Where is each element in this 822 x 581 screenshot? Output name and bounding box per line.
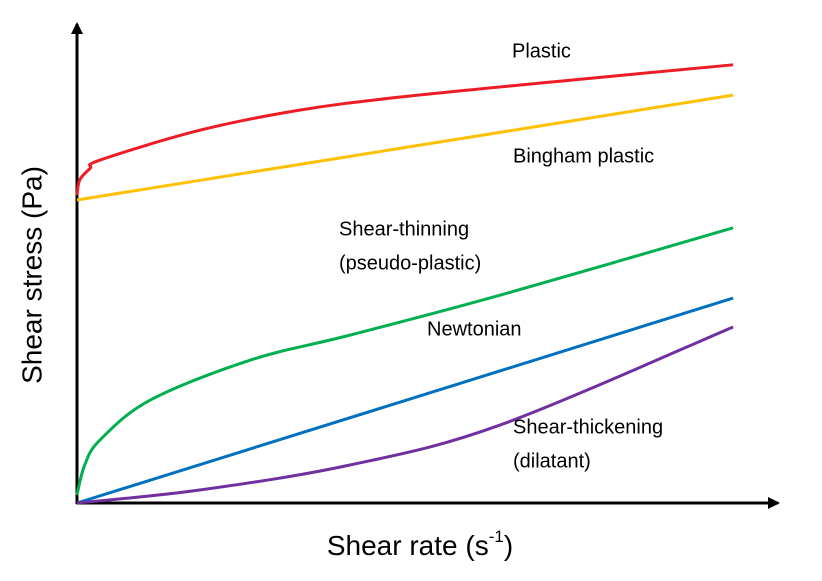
series-line [76, 93, 734, 202]
x-axis-title-end: ) [504, 530, 513, 561]
x-axis-title: Shear rate (s-1) [327, 527, 513, 561]
series-label: (dilatant) [513, 450, 591, 472]
series-line [75, 63, 734, 196]
series-label: (pseudo-plastic) [339, 252, 481, 274]
series-label: Newtonian [427, 318, 522, 340]
x-axis-title-sup: -1 [489, 527, 504, 546]
series-line [75, 226, 734, 496]
series-label: Plastic [512, 40, 571, 62]
series-label: Shear-thinning [339, 218, 469, 240]
series-label: Shear-thickening [513, 416, 663, 438]
series-label: Bingham plastic [513, 145, 654, 167]
series-line [76, 296, 734, 505]
series-line [76, 325, 734, 505]
y-axis-title: Shear stress (Pa) [16, 166, 47, 384]
x-axis-title-main: Shear rate (s [327, 530, 489, 561]
